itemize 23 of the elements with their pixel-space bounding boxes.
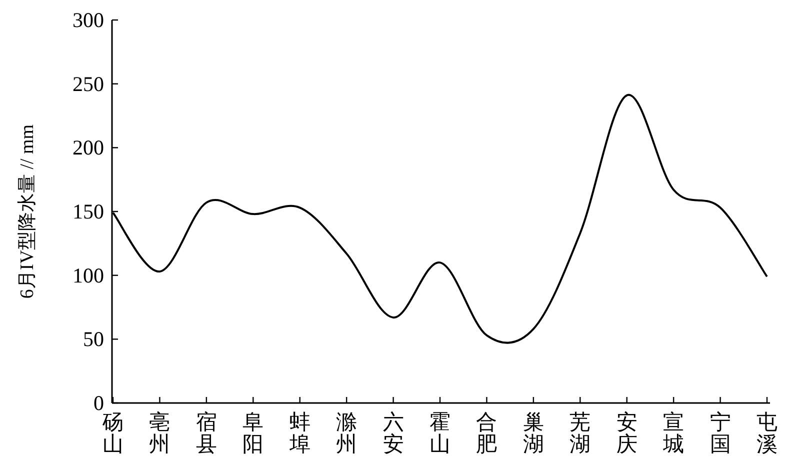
- x-tick-label: 六安: [382, 410, 404, 456]
- x-tick-label: 宣城: [662, 410, 684, 456]
- x-tick-label: 安庆: [616, 410, 638, 456]
- y-tick-label: 0: [94, 391, 104, 415]
- x-tick-label: 亳州: [149, 410, 170, 456]
- y-tick-label: 150: [72, 200, 104, 224]
- x-tick-label: 霍山: [430, 410, 450, 456]
- x-tick-label: 宿县: [196, 410, 217, 456]
- y-tick-label: 50: [83, 327, 104, 352]
- y-tick-label: 100: [72, 263, 104, 288]
- y-axis-title: 6月IV型降水量 // mm: [17, 124, 38, 299]
- x-tick-label: 蚌埠: [288, 410, 310, 456]
- y-tick-label: 200: [72, 136, 104, 160]
- x-tick-label: 合肥: [476, 410, 498, 456]
- x-tick-label: 宁国: [710, 410, 731, 456]
- x-tick-label: 芜湖: [570, 410, 591, 456]
- x-tick-label: 砀山: [102, 410, 124, 456]
- x-tick-label: 屯溪: [756, 410, 778, 456]
- x-tick-label: 滁州: [336, 410, 358, 456]
- x-tick-label: 巢湖: [522, 410, 544, 456]
- y-tick-label: 300: [72, 8, 104, 32]
- x-tick-label: 阜阳: [242, 410, 264, 456]
- y-tick-label: 250: [72, 72, 104, 96]
